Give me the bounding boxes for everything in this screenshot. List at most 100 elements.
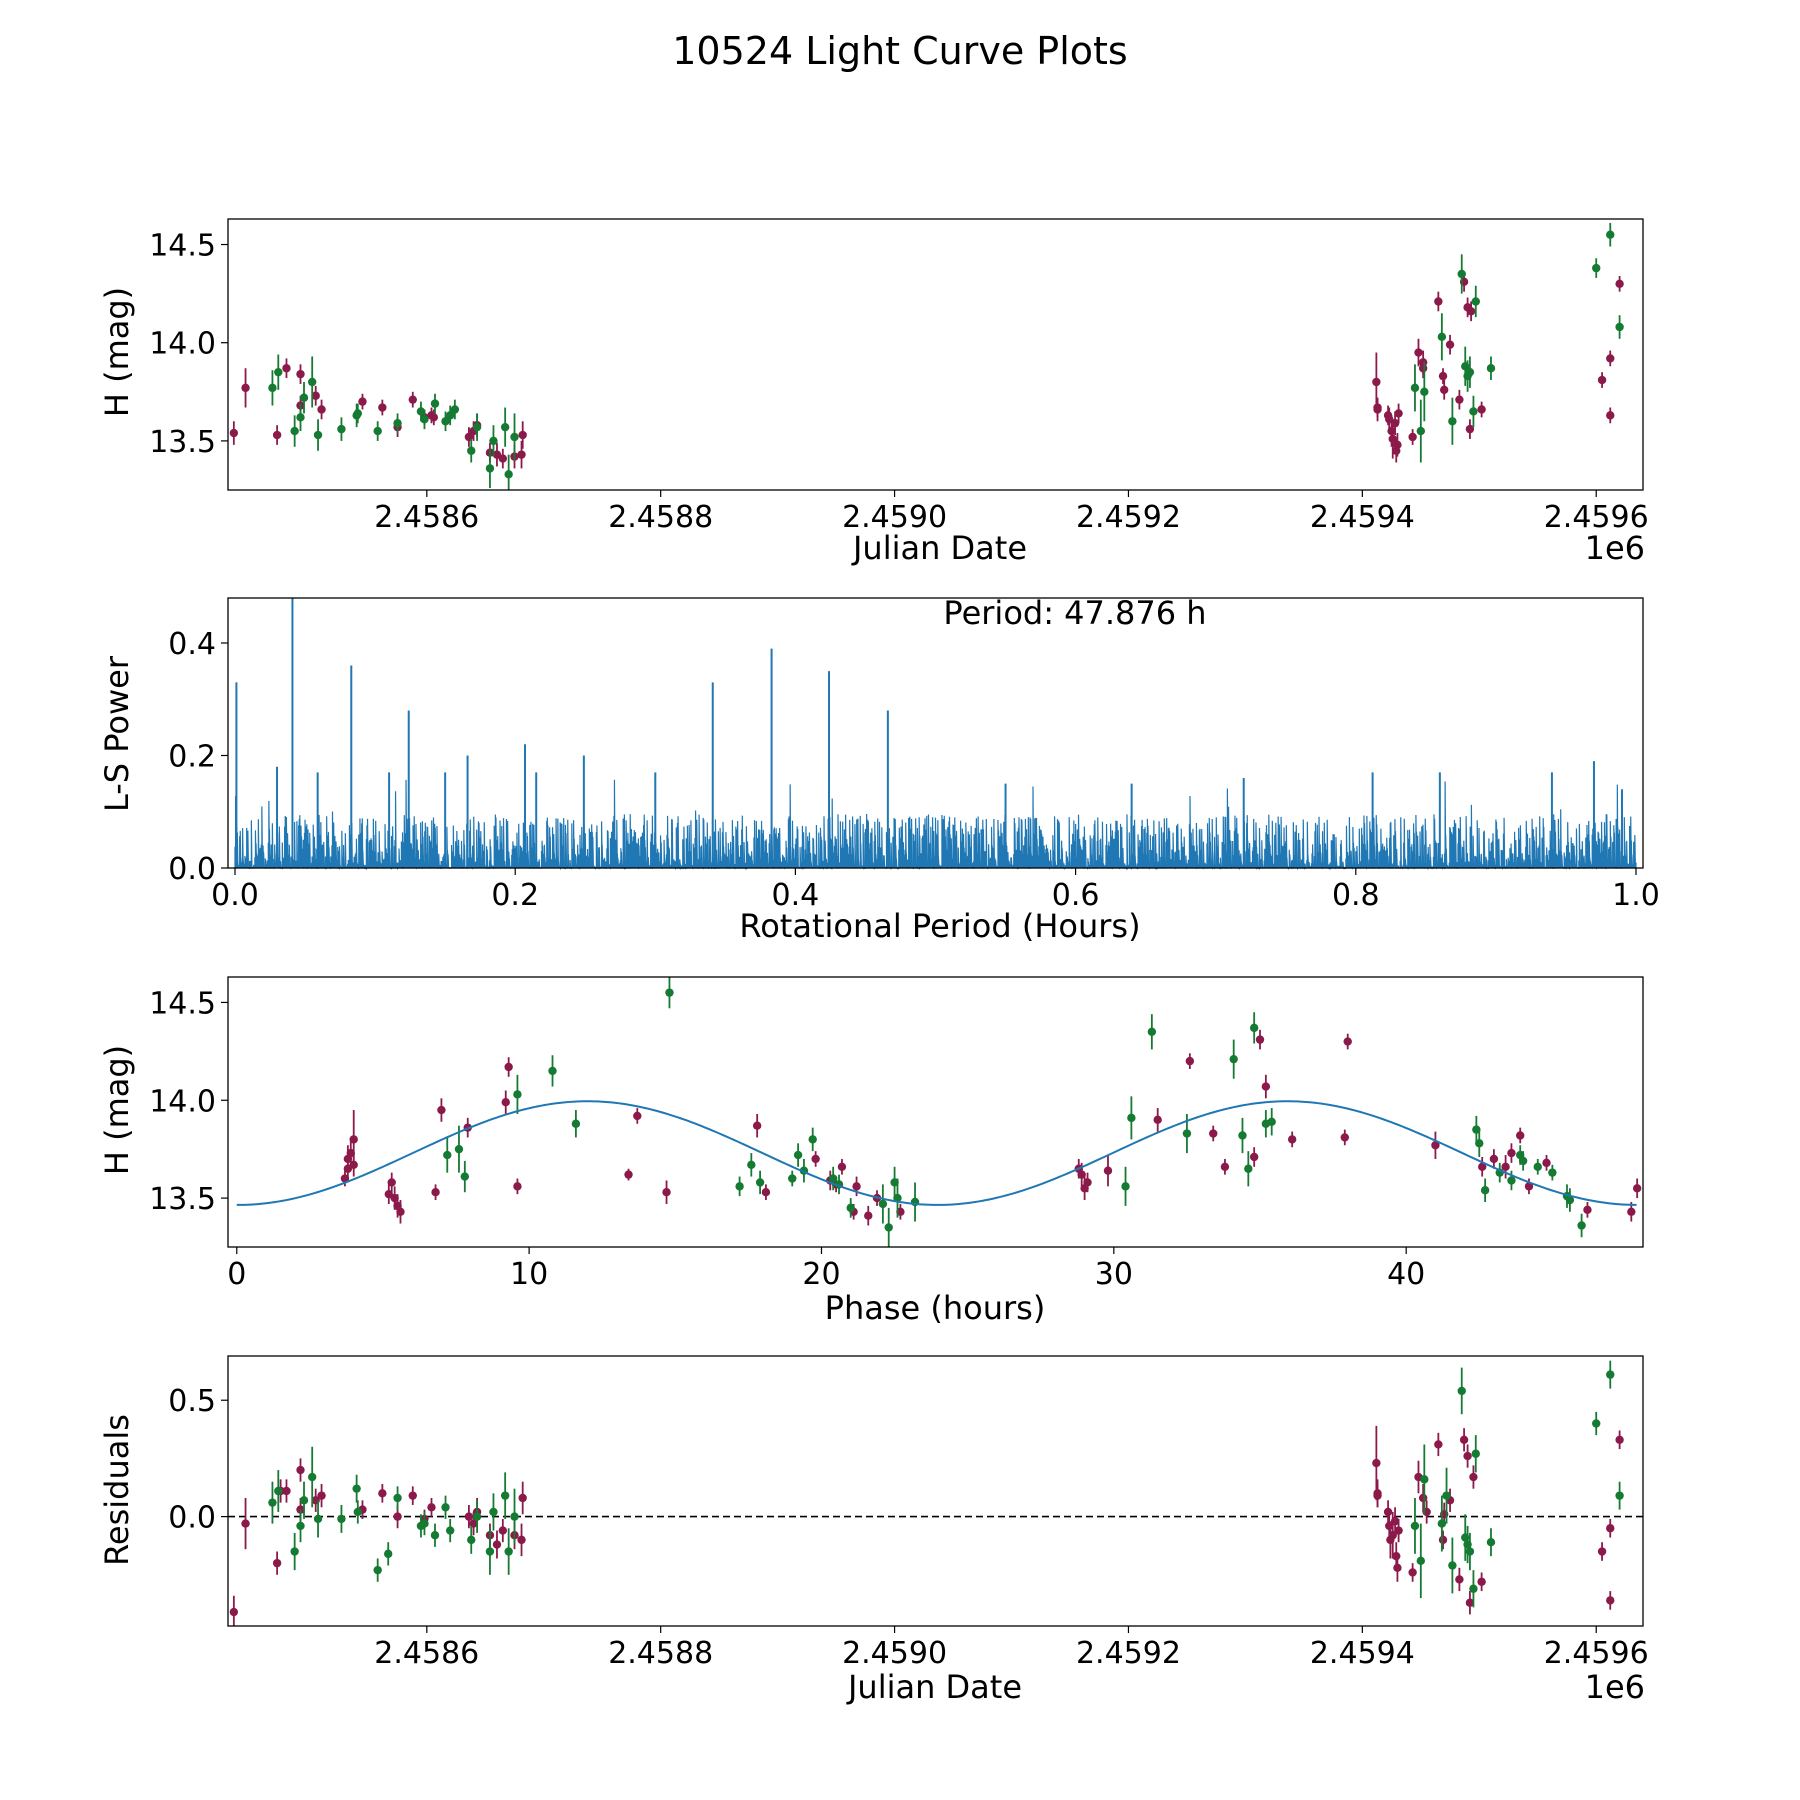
phase-green-point [1577, 1221, 1586, 1230]
lightcurve-maroon-point [1387, 426, 1396, 436]
phase-green-point [747, 1160, 756, 1170]
panel-phase: Phase (hours) H (mag) 0 10 20 30 40 13.5 14.0 1… [98, 976, 1644, 1327]
residuals-green-point [353, 1507, 363, 1517]
lightcurve-green-point [500, 422, 510, 432]
residuals-green-point [485, 1547, 495, 1556]
phase-maroon-point [1431, 1141, 1440, 1150]
residuals-green-point [472, 1512, 482, 1521]
periodogram-ytick-label: 0.2 [168, 740, 216, 775]
residuals-green-point [489, 1507, 498, 1517]
residuals-xtick-label: 2.4596 [1544, 1636, 1649, 1671]
residuals-ylabel: Residuals [98, 1414, 136, 1566]
lightcurve-xtick-label: 2.4586 [374, 500, 479, 535]
residuals-maroon-point [1469, 1472, 1478, 1482]
residuals-green-point [299, 1496, 309, 1505]
phase-maroon-point [1632, 1184, 1642, 1193]
residuals-maroon-point [1477, 1577, 1486, 1586]
lightcurve-maroon-point [282, 364, 291, 373]
phase-ytick-label: 14.5 [149, 986, 216, 1021]
lightcurve-maroon-point [1438, 371, 1448, 381]
residuals-maroon-point [408, 1491, 417, 1500]
lightcurve-green-point [416, 407, 426, 416]
phase-maroon-point [1627, 1207, 1636, 1216]
lightcurve-maroon-point [1373, 403, 1382, 412]
phase-maroon-point [1516, 1131, 1525, 1140]
phase-green-point [1480, 1186, 1490, 1195]
lightcurve-maroon-point [311, 391, 320, 400]
lightcurve-xtick-label: 2.4596 [1544, 500, 1649, 535]
residuals-xtick-label: 2.4586 [374, 1636, 479, 1671]
phase-green-point [1565, 1195, 1575, 1205]
residuals-green-point [296, 1521, 305, 1531]
phase-green-point [1475, 1139, 1484, 1148]
residuals-maroon-point [1408, 1568, 1417, 1577]
period-annotation: Period: 47.876 h [943, 594, 1206, 632]
lightcurve-green-point [1615, 322, 1624, 332]
residuals-green-point [290, 1547, 299, 1556]
phase-xtick-label: 0 [227, 1257, 246, 1292]
residuals-maroon-point [498, 1526, 508, 1535]
residuals-maroon-point [1465, 1598, 1475, 1607]
residuals-green-point [274, 1486, 283, 1496]
phase-maroon-point [761, 1188, 771, 1197]
lightcurve-ylabel: H (mag) [98, 287, 136, 417]
phase-xtick-label: 10 [510, 1257, 548, 1292]
lightcurve-green-point [299, 393, 309, 402]
lightcurve-green-point [313, 430, 323, 440]
phase-green-point [1244, 1164, 1253, 1173]
phase-maroon-point [1340, 1133, 1349, 1142]
residuals-maroon-point [469, 1519, 478, 1528]
lightcurve-green-point [510, 432, 519, 442]
lightcurve-maroon-point [272, 430, 282, 440]
periodogram-spectrum-line [234, 779, 1637, 871]
lightcurve-xtick-label: 2.4592 [1076, 500, 1181, 535]
phase-green-point [1507, 1176, 1516, 1185]
lightcurve-green-point [485, 464, 495, 473]
phase-green-point [443, 1150, 452, 1160]
periodogram-ytick-label: 0.4 [168, 627, 216, 662]
phase-maroon-point [852, 1182, 861, 1191]
phase-green-point [571, 1119, 581, 1128]
phase-xtick-label: 40 [1387, 1257, 1425, 1292]
phase-maroon-point [1343, 1037, 1352, 1046]
lightcurve-xtick-label: 2.4588 [608, 500, 713, 535]
residuals-xtick-label: 2.4592 [1076, 1636, 1181, 1671]
periodogram-xtick-label: 0.6 [1052, 878, 1100, 913]
lightcurve-maroon-point [1455, 395, 1464, 404]
phase-maroon-point [437, 1105, 446, 1115]
residuals-green-point [1592, 1419, 1601, 1428]
lightcurve-maroon-point [1445, 340, 1455, 349]
phase-green-point [878, 1199, 888, 1209]
lightcurve-maroon-point [378, 403, 387, 412]
periodogram-ytick-label: 0.0 [168, 852, 216, 887]
residuals-xtick-label: 2.4588 [608, 1636, 713, 1671]
residuals-green-point [1448, 1561, 1457, 1570]
phase-maroon-point [1542, 1158, 1551, 1168]
lightcurve-frame [227, 218, 1644, 491]
lightcurve-green-point [1465, 367, 1475, 377]
lightcurve-maroon-point [1414, 348, 1423, 357]
lightcurve-green-point [441, 417, 450, 426]
phase-green-point [665, 988, 674, 997]
lightcurve-green-point [307, 377, 317, 387]
phase-xtick-label: 20 [802, 1257, 840, 1292]
phase-green-point [1182, 1129, 1192, 1138]
residuals-maroon-point [296, 1465, 305, 1475]
residuals-green-point [1420, 1475, 1429, 1484]
residuals-green-point [1410, 1521, 1420, 1531]
lightcurve-maroon-point [518, 430, 527, 440]
phase-maroon-point [1249, 1152, 1259, 1162]
residuals-maroon-point [1372, 1458, 1381, 1468]
residuals-green-point [500, 1491, 510, 1500]
residuals-xtick-label: 2.4594 [1310, 1636, 1415, 1671]
lightcurve-green-point [1471, 297, 1480, 306]
phase-maroon-point [1153, 1115, 1162, 1125]
residuals-maroon-point [464, 1512, 474, 1521]
residuals-green-point [504, 1547, 513, 1556]
residuals-green-point [1471, 1449, 1480, 1458]
panel-residuals: Julian Date Residuals 1e6 2.4586 2.4588 2.… [98, 1355, 1649, 1706]
lightcurve-maroon-point [1393, 440, 1402, 450]
phase-maroon-point [1478, 1162, 1487, 1171]
periodogram-frame [227, 597, 1644, 869]
lightcurve-maroon-point [1388, 434, 1397, 444]
